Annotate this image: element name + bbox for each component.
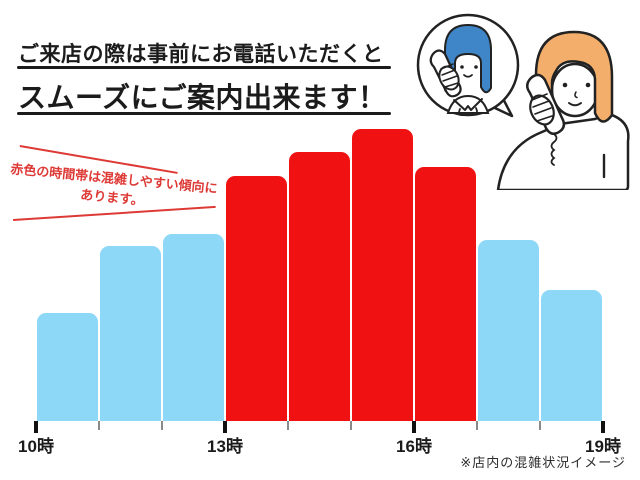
phone-call-illustration-icon	[416, 13, 630, 190]
minor-tick	[350, 421, 352, 430]
bar-14時	[289, 152, 350, 421]
bar-18時	[541, 290, 602, 421]
bar-15時	[352, 129, 413, 421]
bar-17時	[478, 240, 539, 421]
x-label-16時: 16時	[396, 437, 432, 456]
bar-16時	[415, 167, 476, 421]
x-label-19時: 19時	[585, 437, 621, 456]
header-line2: スムーズにご案内出来ます！	[18, 82, 387, 113]
phone-cord-icon	[550, 133, 558, 166]
x-label-13時: 13時	[207, 437, 243, 456]
bar-13時	[226, 176, 287, 421]
major-tick	[223, 421, 227, 433]
minor-tick	[98, 421, 100, 430]
bar-11時	[100, 246, 161, 421]
minor-tick	[161, 421, 163, 430]
annotation-line2: あります。	[79, 186, 145, 208]
bar-12時	[163, 234, 224, 421]
header-line1: ご来店の際は事前にお電話いただくと	[18, 43, 384, 66]
major-tick	[601, 421, 605, 433]
minor-tick	[539, 421, 541, 430]
footer-note: ※店内の混雑状況イメージ	[460, 455, 626, 470]
major-tick	[412, 421, 416, 433]
major-tick	[34, 421, 38, 433]
minor-tick	[287, 421, 289, 430]
header-underline-1	[17, 66, 391, 69]
minor-tick	[476, 421, 478, 430]
x-label-10時: 10時	[18, 437, 54, 456]
header-underline-2	[17, 112, 391, 115]
bar-10時	[37, 313, 98, 421]
staff-icon	[429, 24, 492, 117]
customer-icon	[496, 30, 630, 190]
